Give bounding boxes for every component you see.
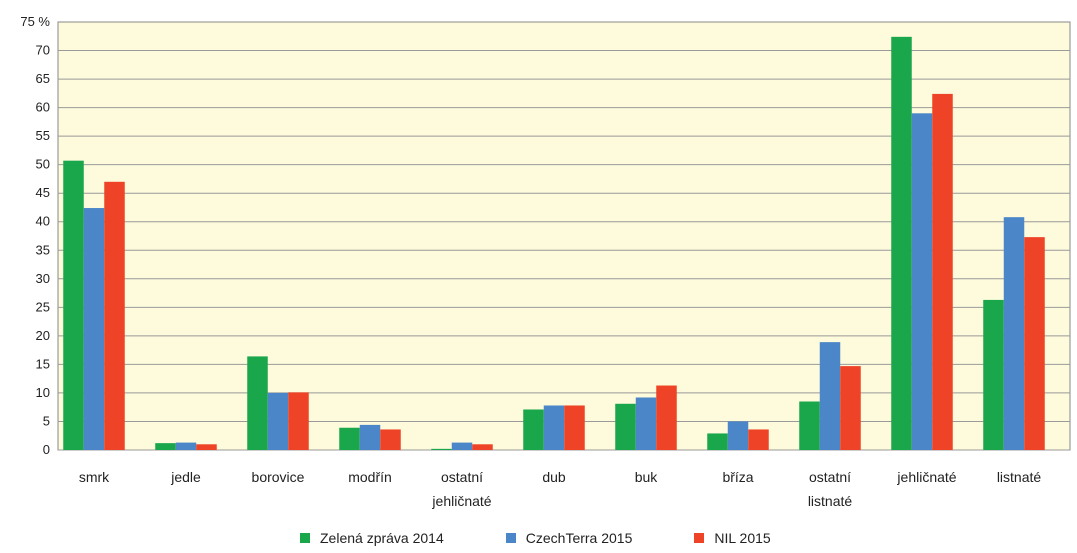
bar	[431, 448, 452, 450]
bar	[840, 366, 861, 450]
bar	[83, 208, 105, 450]
bar	[615, 403, 636, 450]
x-tick-label: jedle	[170, 469, 201, 485]
bar	[1003, 217, 1025, 450]
y-tick-label: 0	[43, 442, 50, 457]
bar	[104, 181, 125, 450]
y-tick-label: 5	[43, 413, 50, 428]
x-tick-label: modřín	[348, 469, 392, 485]
y-axis-unit-label: 75 %	[20, 14, 50, 29]
y-tick-label: 20	[36, 328, 50, 343]
bar	[380, 429, 401, 450]
legend-item-series-3: NIL 2015	[694, 530, 771, 546]
bar	[196, 444, 217, 450]
bar	[635, 397, 657, 450]
legend-label: Zelená zpráva 2014	[320, 530, 444, 546]
y-tick-label: 25	[36, 299, 50, 314]
bar	[727, 421, 749, 450]
bar	[748, 429, 769, 450]
bar	[247, 356, 268, 450]
bar	[799, 401, 820, 450]
legend-label: NIL 2015	[714, 530, 771, 546]
bars	[63, 36, 1045, 451]
x-tick-label: listnaté	[808, 493, 853, 509]
x-axis: smrk jedle borovice modřín ostatní jehličnaté…	[79, 469, 1042, 509]
y-tick-label: 35	[36, 242, 50, 257]
bar	[339, 427, 360, 450]
y-tick-label: 40	[36, 214, 50, 229]
bar-chart: 0 5 10 15 20 25 30 35 40 45 50 55 60 65 70 smrk jedle bo…	[20, 14, 1071, 509]
legend-swatch	[505, 533, 516, 543]
y-tick-label: 50	[36, 157, 50, 172]
x-tick-label: bříza	[722, 469, 753, 485]
x-tick-label: smrk	[79, 469, 110, 485]
legend-swatch	[694, 533, 705, 543]
bar	[175, 442, 197, 450]
bar	[819, 342, 841, 450]
x-tick-label: buk	[635, 469, 659, 485]
x-tick-label: ostatní	[441, 469, 483, 485]
y-tick-label: 65	[36, 71, 50, 86]
x-tick-label: borovice	[252, 469, 305, 485]
bar	[932, 93, 953, 451]
x-tick-label: listnaté	[997, 469, 1042, 485]
y-tick-label: 45	[36, 185, 50, 200]
bar	[564, 405, 585, 450]
bar	[1024, 237, 1045, 450]
bar	[891, 36, 912, 450]
bar	[155, 443, 176, 450]
legend-swatch	[300, 533, 310, 543]
legend: Zelená zpráva 2014 CzechTerra 2015 NIL 2…	[300, 530, 771, 546]
x-tick-label: jehličnaté	[431, 493, 491, 509]
x-tick-label: jehličnaté	[896, 469, 956, 485]
legend-label: CzechTerra 2015	[525, 530, 633, 546]
bar	[656, 385, 677, 450]
legend-item-series-2: CzechTerra 2015	[505, 530, 633, 546]
bar	[523, 409, 544, 450]
bar	[543, 405, 565, 450]
y-axis: 0 5 10 15 20 25 30 35 40 45 50 55 60 65 70	[36, 43, 50, 457]
y-tick-label: 70	[36, 43, 50, 58]
y-tick-label: 30	[36, 271, 50, 286]
bar	[983, 299, 1004, 450]
y-tick-label: 10	[36, 385, 50, 400]
bar	[63, 160, 84, 450]
bar	[707, 433, 728, 450]
bar	[267, 392, 289, 450]
bar	[451, 442, 473, 450]
bar	[359, 424, 381, 450]
x-tick-label: dub	[542, 469, 566, 485]
legend-item-series-1: Zelená zpráva 2014	[300, 530, 444, 546]
y-tick-label: 55	[36, 128, 50, 143]
x-tick-label: ostatní	[809, 469, 851, 485]
bar	[288, 392, 309, 450]
y-tick-label: 60	[36, 100, 50, 115]
bar	[472, 444, 493, 450]
bar	[911, 113, 933, 450]
y-tick-label: 15	[36, 356, 50, 371]
